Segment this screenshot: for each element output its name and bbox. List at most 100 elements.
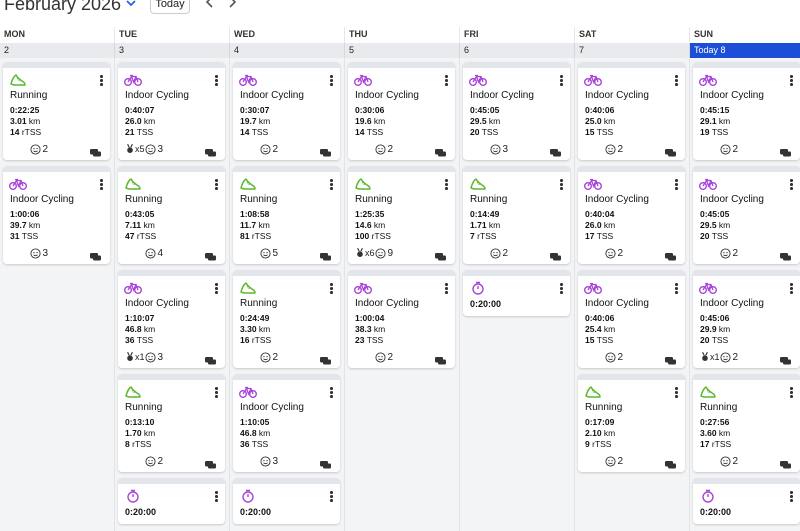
more-menu-icon[interactable]	[560, 283, 563, 294]
workout-card[interactable]: Indoor Cycling 0:40:07 26.0 km 21 TSS x5 3	[118, 62, 225, 160]
comments-icon[interactable]	[320, 457, 331, 469]
comments-icon[interactable]	[780, 353, 791, 365]
date-bar[interactable]: 6	[460, 43, 575, 58]
comments-icon[interactable]	[665, 457, 676, 469]
workout-card[interactable]: Indoor Cycling 0:30:06 19.6 km 14 TSS 2	[348, 62, 455, 160]
comments-icon[interactable]	[780, 249, 791, 261]
feeling-rating[interactable]: 2	[145, 455, 163, 467]
feeling-rating[interactable]: 3	[260, 455, 278, 467]
comments-icon[interactable]	[550, 249, 561, 261]
workout-card[interactable]: Indoor Cycling 1:00:06 39.7 km 31 TSS 3	[3, 166, 110, 264]
feeling-rating[interactable]: 2	[260, 143, 278, 155]
feeling-rating[interactable]: 2	[605, 143, 623, 155]
workout-card[interactable]: Running 0:17:09 2.10 km 9 rTSS 2	[578, 374, 685, 472]
comments-icon[interactable]	[780, 457, 791, 469]
feeling-rating[interactable]: 3	[145, 351, 163, 363]
more-menu-icon[interactable]	[790, 491, 793, 502]
feeling-rating[interactable]: 9	[375, 247, 393, 259]
workout-card[interactable]: Indoor Cycling 1:10:07 46.8 km 36 TSS x1 3	[118, 270, 225, 368]
feeling-rating[interactable]: 5	[260, 247, 278, 259]
feeling-rating[interactable]: 2	[375, 143, 393, 155]
planned-workout-card[interactable]: 0:20:00	[118, 478, 225, 524]
comments-icon[interactable]	[205, 353, 216, 365]
comments-icon[interactable]	[90, 249, 101, 261]
feeling-rating[interactable]: 2	[375, 351, 393, 363]
feeling-rating[interactable]: 2	[720, 351, 738, 363]
more-menu-icon[interactable]	[215, 491, 218, 502]
workout-card[interactable]: Running 0:22:25 3.01 km 14 rTSS 2	[3, 62, 110, 160]
month-title[interactable]: February 2026	[4, 0, 122, 14]
feeling-rating[interactable]: 3	[30, 247, 48, 259]
more-menu-icon[interactable]	[675, 179, 678, 190]
workout-card[interactable]: Indoor Cycling 0:30:07 19.7 km 14 TSS 2	[233, 62, 340, 160]
comments-icon[interactable]	[320, 145, 331, 157]
achievement-badge[interactable]: x1	[701, 351, 720, 363]
date-bar[interactable]: 5	[345, 43, 460, 58]
workout-card[interactable]: Indoor Cycling 0:45:06 29.9 km 20 TSS x1 2	[693, 270, 800, 368]
more-menu-icon[interactable]	[560, 179, 563, 190]
planned-workout-card[interactable]: 0:20:00	[693, 478, 800, 524]
workout-card[interactable]: Indoor Cycling 0:40:06 25.4 km 15 TSS 2	[578, 270, 685, 368]
planned-workout-card[interactable]: 0:20:00	[233, 478, 340, 524]
date-bar[interactable]: 3	[115, 43, 230, 58]
comments-icon[interactable]	[320, 249, 331, 261]
achievement-badge[interactable]: x6	[356, 247, 375, 259]
feeling-rating[interactable]: 2	[260, 351, 278, 363]
feeling-rating[interactable]: 2	[605, 455, 623, 467]
workout-card[interactable]: Indoor Cycling 1:00:04 38.3 km 23 TSS 2	[348, 270, 455, 368]
feeling-rating[interactable]: 3	[490, 143, 508, 155]
more-menu-icon[interactable]	[215, 283, 218, 294]
comments-icon[interactable]	[550, 145, 561, 157]
comments-icon[interactable]	[90, 145, 101, 157]
date-bar[interactable]: 4	[230, 43, 345, 58]
chevron-left-icon[interactable]	[204, 0, 216, 9]
date-bar[interactable]: 2	[0, 43, 115, 58]
comments-icon[interactable]	[665, 249, 676, 261]
workout-card[interactable]: Running 0:24:49 3.30 km 16 rTSS 2	[233, 270, 340, 368]
more-menu-icon[interactable]	[445, 179, 448, 190]
workout-card[interactable]: Indoor Cycling 0:45:05 29.5 km 20 TSS 3	[463, 62, 570, 160]
comments-icon[interactable]	[205, 249, 216, 261]
workout-card[interactable]: Running 1:25:35 14.6 km 100 rTSS x6 9	[348, 166, 455, 264]
planned-workout-card[interactable]: 0:20:00	[463, 270, 570, 316]
comments-icon[interactable]	[435, 353, 446, 365]
feeling-rating[interactable]: 3	[145, 143, 163, 155]
feeling-rating[interactable]: 2	[720, 143, 738, 155]
feeling-rating[interactable]: 2	[605, 351, 623, 363]
more-menu-icon[interactable]	[790, 283, 793, 294]
more-menu-icon[interactable]	[100, 75, 103, 86]
chevron-down-icon[interactable]	[124, 0, 138, 10]
more-menu-icon[interactable]	[445, 283, 448, 294]
more-menu-icon[interactable]	[790, 75, 793, 86]
workout-card[interactable]: Running 0:14:49 1.71 km 7 rTSS 2	[463, 166, 570, 264]
comments-icon[interactable]	[435, 249, 446, 261]
more-menu-icon[interactable]	[675, 387, 678, 398]
comments-icon[interactable]	[320, 353, 331, 365]
more-menu-icon[interactable]	[445, 75, 448, 86]
more-menu-icon[interactable]	[215, 75, 218, 86]
more-menu-icon[interactable]	[790, 387, 793, 398]
comments-icon[interactable]	[205, 457, 216, 469]
comments-icon[interactable]	[205, 145, 216, 157]
comments-icon[interactable]	[435, 145, 446, 157]
workout-card[interactable]: Running 0:27:56 3.60 km 17 rTSS 2	[693, 374, 800, 472]
comments-icon[interactable]	[780, 145, 791, 157]
more-menu-icon[interactable]	[330, 387, 333, 398]
workout-card[interactable]: Indoor Cycling 0:40:04 26.0 km 17 TSS 2	[578, 166, 685, 264]
workout-card[interactable]: Running 0:13:10 1.70 km 8 rTSS 2	[118, 374, 225, 472]
more-menu-icon[interactable]	[790, 179, 793, 190]
more-menu-icon[interactable]	[330, 491, 333, 502]
more-menu-icon[interactable]	[100, 179, 103, 190]
comments-icon[interactable]	[665, 145, 676, 157]
more-menu-icon[interactable]	[215, 179, 218, 190]
more-menu-icon[interactable]	[675, 283, 678, 294]
achievement-badge[interactable]: x5	[126, 143, 145, 155]
feeling-rating[interactable]: 2	[30, 143, 48, 155]
date-bar[interactable]: 7	[575, 43, 690, 58]
more-menu-icon[interactable]	[330, 75, 333, 86]
feeling-rating[interactable]: 2	[605, 247, 623, 259]
more-menu-icon[interactable]	[675, 75, 678, 86]
feeling-rating[interactable]: 2	[720, 247, 738, 259]
workout-card[interactable]: Running 0:43:05 7.11 km 47 rTSS 4	[118, 166, 225, 264]
workout-card[interactable]: Running 1:08:58 11.7 km 81 rTSS 5	[233, 166, 340, 264]
